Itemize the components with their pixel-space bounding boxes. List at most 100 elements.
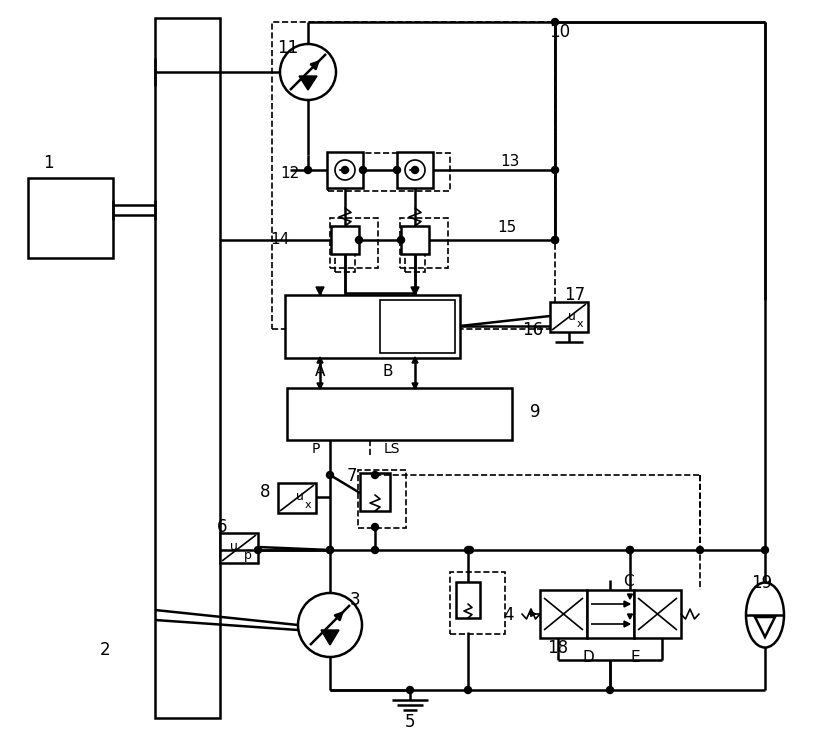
Circle shape (372, 547, 378, 553)
Bar (272, 22, 555, 329)
Polygon shape (316, 287, 324, 295)
Bar (405, 254, 425, 272)
Polygon shape (317, 383, 323, 389)
Bar (380, 300, 455, 353)
Bar (287, 388, 512, 440)
Text: 5: 5 (405, 713, 415, 731)
Circle shape (411, 167, 419, 173)
Circle shape (696, 547, 704, 553)
Circle shape (464, 547, 472, 553)
Polygon shape (624, 601, 630, 607)
Circle shape (355, 236, 363, 244)
Polygon shape (412, 383, 418, 389)
Text: 12: 12 (280, 165, 300, 181)
Circle shape (607, 686, 613, 694)
Bar (331, 226, 359, 254)
Circle shape (393, 167, 400, 173)
Bar (328, 153, 450, 191)
Bar (401, 226, 429, 254)
Text: 1: 1 (43, 154, 53, 172)
Circle shape (327, 547, 333, 553)
Circle shape (327, 547, 333, 553)
Bar (360, 473, 390, 511)
Bar (587, 590, 634, 638)
Bar (397, 152, 433, 188)
Text: 18: 18 (547, 639, 568, 657)
Text: 13: 13 (500, 154, 520, 170)
Circle shape (551, 18, 559, 26)
Polygon shape (321, 630, 339, 645)
Circle shape (551, 236, 559, 244)
Circle shape (762, 547, 768, 553)
Circle shape (335, 160, 355, 180)
Text: 16: 16 (523, 321, 544, 339)
Ellipse shape (746, 583, 784, 647)
Circle shape (305, 167, 311, 173)
Polygon shape (299, 76, 317, 90)
Polygon shape (411, 287, 419, 295)
Circle shape (327, 471, 333, 479)
Bar (220, 533, 258, 563)
Text: u: u (230, 540, 238, 553)
Text: D: D (582, 650, 594, 664)
Circle shape (406, 686, 414, 694)
Bar (155, 18, 220, 718)
Bar (400, 218, 448, 268)
Circle shape (372, 471, 378, 479)
Circle shape (397, 236, 405, 244)
Polygon shape (755, 617, 775, 637)
Text: B: B (382, 365, 393, 379)
Circle shape (464, 686, 472, 694)
Text: 9: 9 (530, 403, 541, 421)
Polygon shape (301, 78, 315, 90)
Polygon shape (627, 594, 632, 599)
Bar (327, 152, 363, 188)
Bar (540, 590, 587, 638)
Text: C: C (622, 575, 633, 589)
Text: 7: 7 (346, 467, 357, 485)
Text: 3: 3 (350, 591, 360, 609)
Bar (456, 582, 480, 618)
Text: u: u (296, 490, 304, 504)
Circle shape (627, 547, 634, 553)
Text: 19: 19 (752, 574, 772, 592)
Bar (335, 254, 355, 272)
Text: 11: 11 (278, 39, 299, 57)
Text: 4: 4 (503, 606, 514, 624)
Text: 8: 8 (260, 483, 270, 501)
Text: 6: 6 (217, 518, 227, 536)
Circle shape (551, 236, 559, 244)
Polygon shape (627, 614, 632, 619)
Text: x: x (577, 319, 583, 329)
Circle shape (405, 160, 425, 180)
Bar (550, 302, 588, 332)
Text: E: E (630, 650, 640, 664)
Circle shape (255, 547, 261, 553)
Polygon shape (412, 357, 418, 363)
Circle shape (551, 167, 559, 173)
Bar (634, 590, 681, 638)
Text: x: x (305, 500, 311, 510)
Bar (278, 483, 316, 513)
Text: 2: 2 (100, 641, 111, 659)
Bar (450, 572, 505, 634)
Text: LS: LS (384, 442, 400, 456)
Circle shape (467, 547, 473, 553)
Circle shape (360, 167, 366, 173)
Polygon shape (317, 357, 323, 363)
Bar (28, 178, 113, 258)
Text: 17: 17 (564, 286, 586, 304)
Circle shape (280, 44, 336, 100)
Bar (330, 218, 378, 268)
Text: A: A (314, 365, 325, 379)
Circle shape (342, 167, 349, 173)
Text: 14: 14 (270, 233, 290, 247)
Text: 15: 15 (497, 220, 517, 236)
Circle shape (627, 547, 634, 553)
Text: u: u (568, 310, 576, 322)
Text: 10: 10 (550, 23, 571, 41)
Bar (358, 470, 406, 528)
Circle shape (372, 523, 378, 531)
Polygon shape (624, 621, 630, 627)
Bar (285, 295, 460, 358)
